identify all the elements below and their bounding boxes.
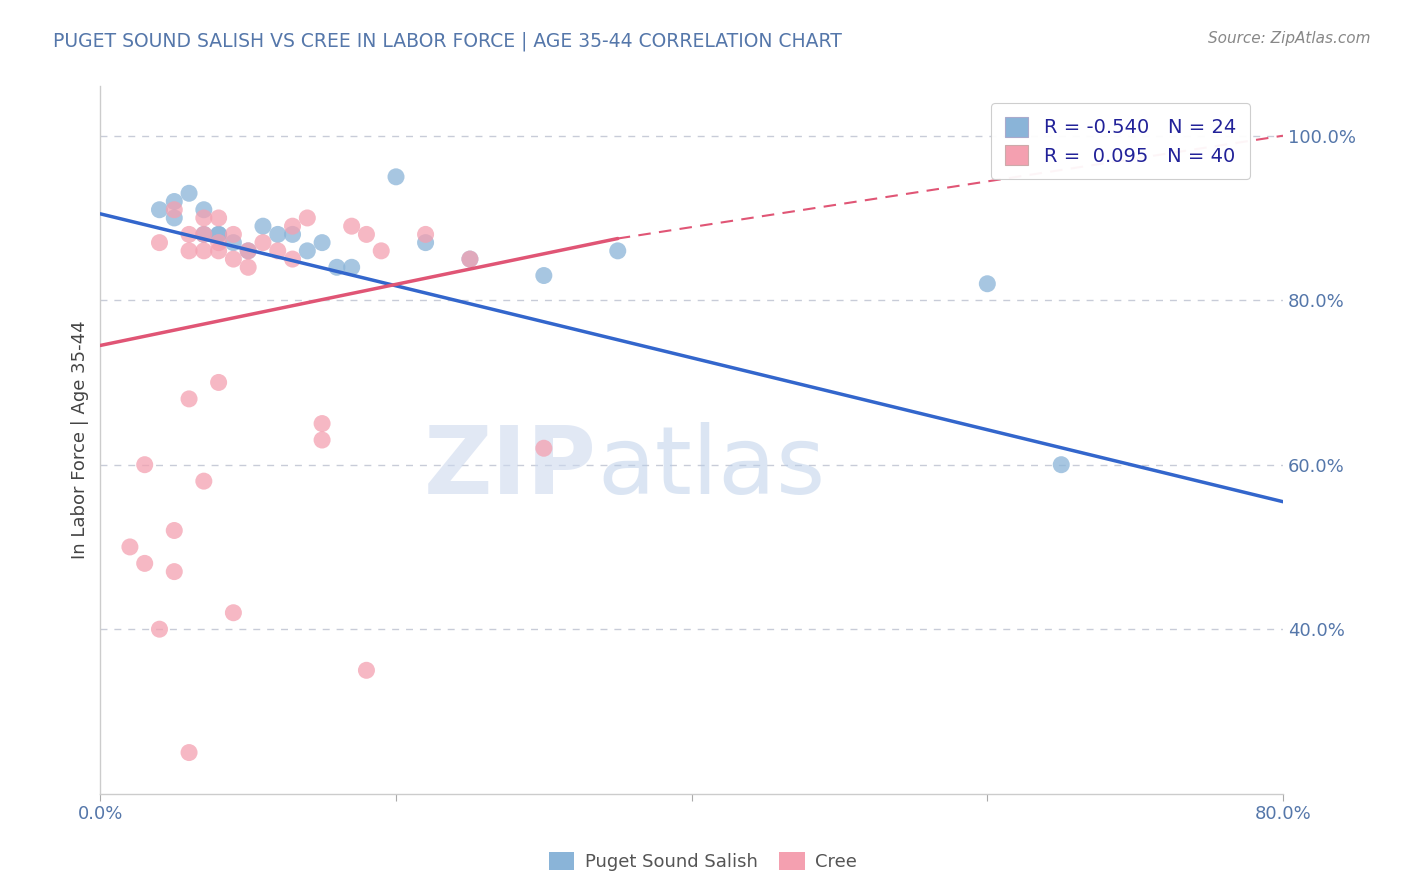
Point [222, 252, 245, 266]
Point [177, 392, 200, 406]
Y-axis label: In Labor Force | Age 35-44: In Labor Force | Age 35-44 [72, 321, 89, 559]
Point [163, 524, 186, 538]
Point [177, 227, 200, 242]
Point [415, 235, 437, 250]
Legend: R = -0.540   N = 24, R =  0.095   N = 40: R = -0.540 N = 24, R = 0.095 N = 40 [991, 103, 1250, 179]
Point [297, 244, 319, 258]
Point [163, 565, 186, 579]
Point [177, 186, 200, 201]
Point [222, 235, 245, 250]
Point [370, 244, 392, 258]
Point [356, 663, 378, 677]
Point [252, 219, 274, 234]
Point [356, 227, 378, 242]
Point [207, 211, 229, 225]
Point [177, 746, 200, 760]
Point [238, 244, 260, 258]
Point [207, 227, 229, 242]
Point [458, 252, 481, 266]
Point [193, 227, 215, 242]
Point [222, 606, 245, 620]
Point [193, 211, 215, 225]
Point [340, 260, 363, 275]
Point [281, 219, 304, 234]
Point [193, 474, 215, 488]
Text: atlas: atlas [598, 422, 825, 515]
Point [976, 277, 998, 291]
Point [163, 202, 186, 217]
Point [311, 235, 333, 250]
Point [148, 235, 170, 250]
Point [193, 227, 215, 242]
Point [281, 252, 304, 266]
Point [207, 235, 229, 250]
Point [148, 202, 170, 217]
Point [533, 268, 555, 283]
Point [311, 417, 333, 431]
Point [267, 227, 290, 242]
Point [252, 235, 274, 250]
Point [134, 458, 156, 472]
Point [1050, 458, 1073, 472]
Point [118, 540, 141, 554]
Point [238, 244, 260, 258]
Point [193, 853, 215, 867]
Point [238, 260, 260, 275]
Point [222, 227, 245, 242]
Point [311, 433, 333, 447]
Text: ZIP: ZIP [425, 422, 598, 515]
Point [193, 244, 215, 258]
Legend: Puget Sound Salish, Cree: Puget Sound Salish, Cree [541, 846, 865, 879]
Point [385, 169, 408, 184]
Text: Source: ZipAtlas.com: Source: ZipAtlas.com [1208, 31, 1371, 46]
Point [207, 227, 229, 242]
Point [207, 244, 229, 258]
Point [148, 622, 170, 636]
Point [177, 244, 200, 258]
Point [281, 227, 304, 242]
Point [207, 376, 229, 390]
Point [340, 219, 363, 234]
Point [134, 557, 156, 571]
Text: PUGET SOUND SALISH VS CREE IN LABOR FORCE | AGE 35-44 CORRELATION CHART: PUGET SOUND SALISH VS CREE IN LABOR FORC… [53, 31, 842, 51]
Point [163, 211, 186, 225]
Point [267, 244, 290, 258]
Point [193, 202, 215, 217]
Point [606, 244, 628, 258]
Point [415, 227, 437, 242]
Point [533, 442, 555, 456]
Point [326, 260, 349, 275]
Point [163, 194, 186, 209]
Point [297, 211, 319, 225]
Point [458, 252, 481, 266]
